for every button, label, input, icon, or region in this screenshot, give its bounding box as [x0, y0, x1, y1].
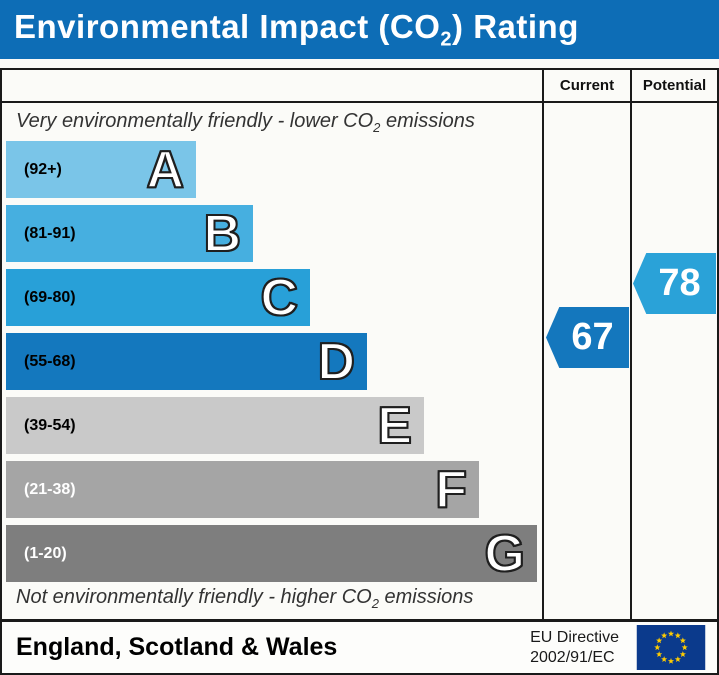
- chart-title: Environmental Impact (CO2) Rating: [14, 7, 579, 51]
- header-row-divider: [2, 101, 717, 103]
- band-b: (81-91) B: [6, 205, 253, 262]
- rating-table: Current Potential Very environmentally f…: [0, 68, 719, 621]
- column-divider-current: [542, 70, 544, 619]
- footer: England, Scotland & Wales EU Directive 2…: [0, 620, 719, 675]
- eu-flag-icon: [636, 625, 706, 670]
- bottom-note: Not environmentally friendly - higher CO…: [16, 585, 474, 611]
- band-g-range: (1-20): [24, 544, 67, 562]
- band-d-letter: D: [316, 332, 356, 391]
- band-a-letter: A: [145, 140, 185, 199]
- band-g-letter: G: [484, 524, 526, 583]
- current-rating-value: 67: [571, 316, 614, 358]
- band-a-range: (92+): [24, 160, 62, 178]
- band-b-range: (81-91): [24, 224, 76, 242]
- chart-title-bar: Environmental Impact (CO2) Rating: [0, 0, 719, 59]
- current-column-header: Current: [559, 77, 615, 94]
- band-b-letter: B: [202, 204, 242, 263]
- band-f-letter: F: [434, 460, 468, 519]
- band-g: (1-20) G: [6, 525, 537, 582]
- potential-rating-marker: 78: [633, 253, 716, 314]
- potential-rating-value: 78: [658, 262, 701, 304]
- band-f-range: (21-38): [24, 480, 76, 498]
- rating-bands: (92+) A (81-91) B (69-80) C (55-68) D (3…: [6, 141, 537, 582]
- band-d-range: (55-68): [24, 352, 76, 370]
- co2-subscript: 2: [440, 28, 453, 51]
- top-note: Very environmentally friendly - lower CO…: [16, 109, 475, 135]
- band-e-letter: E: [376, 396, 413, 455]
- eu-directive-label: EU Directive 2002/91/EC: [530, 628, 619, 666]
- region-label: England, Scotland & Wales: [16, 633, 338, 661]
- band-e-range: (39-54): [24, 416, 76, 434]
- column-divider-potential: [630, 70, 632, 619]
- potential-column-header: Potential: [642, 77, 707, 94]
- band-c-range: (69-80): [24, 288, 76, 306]
- band-e: (39-54) E: [6, 397, 424, 454]
- current-rating-marker: 67: [546, 307, 629, 368]
- band-c-letter: C: [259, 268, 299, 327]
- band-c: (69-80) C: [6, 269, 310, 326]
- band-a: (92+) A: [6, 141, 196, 198]
- band-f: (21-38) F: [6, 461, 479, 518]
- band-d: (55-68) D: [6, 333, 367, 390]
